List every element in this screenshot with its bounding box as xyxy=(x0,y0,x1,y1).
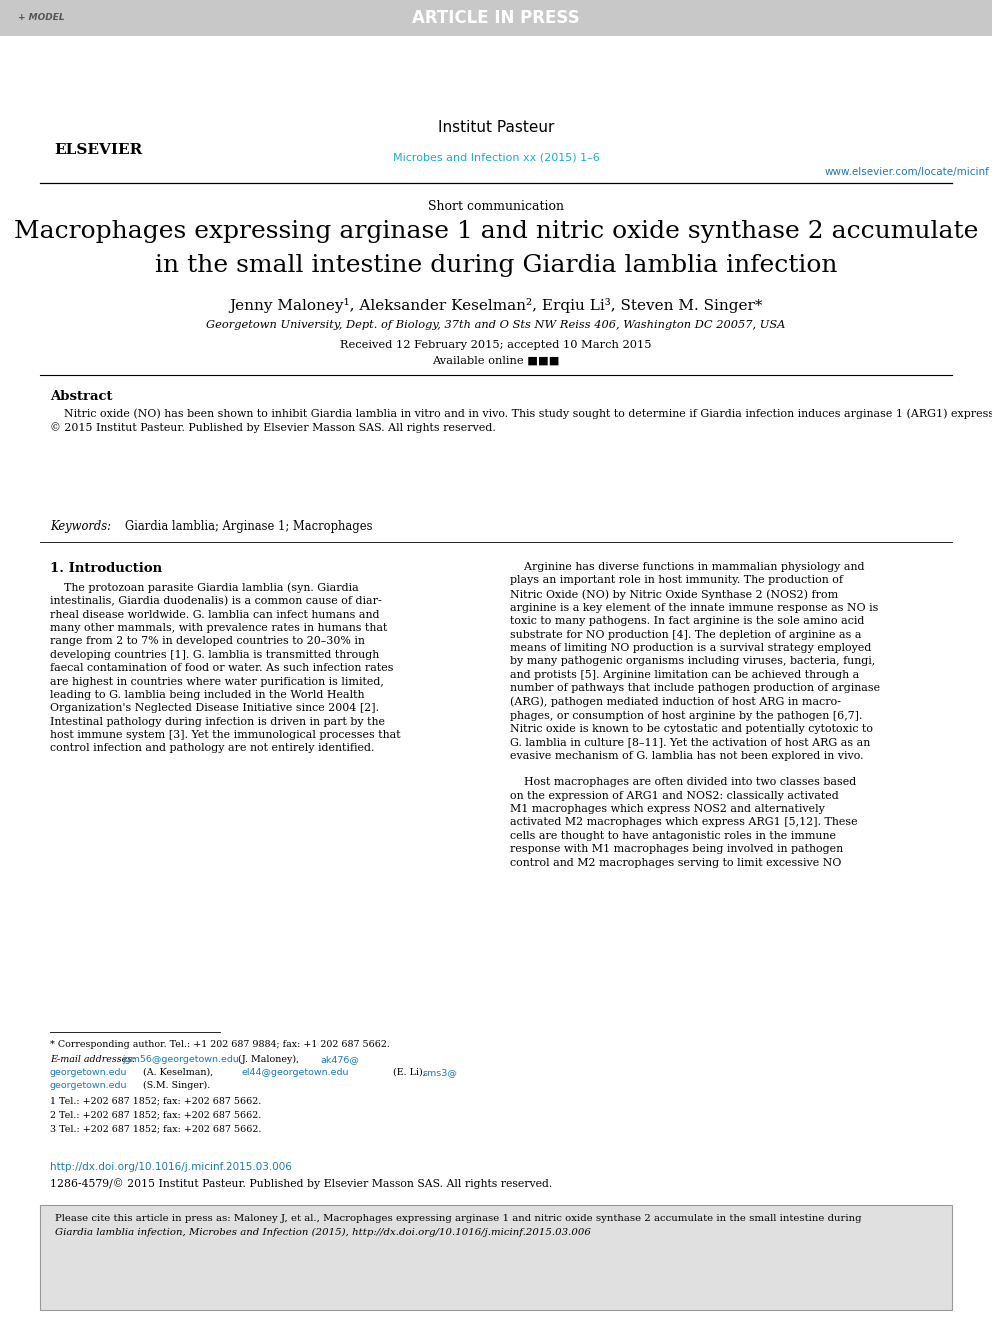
Text: Arginine has diverse functions in mammalian physiology and
plays an important ro: Arginine has diverse functions in mammal… xyxy=(510,562,880,868)
Text: Please cite this article in press as: Maloney J, et al., Macrophages expressing : Please cite this article in press as: Ma… xyxy=(55,1215,861,1222)
Text: (S.M. Singer).: (S.M. Singer). xyxy=(140,1081,210,1090)
Text: (E. Li),: (E. Li), xyxy=(390,1068,426,1077)
Text: Microbes and Infection xx (2015) 1–6: Microbes and Infection xx (2015) 1–6 xyxy=(393,153,599,163)
Text: 1 Tel.: +202 687 1852; fax: +202 687 5662.: 1 Tel.: +202 687 1852; fax: +202 687 566… xyxy=(50,1095,261,1105)
Bar xyxy=(40,1205,952,1310)
Text: E-mail addresses:: E-mail addresses: xyxy=(50,1054,135,1064)
Text: The protozoan parasite Giardia lamblia (syn. Giardia
intestinalis, Giardia duode: The protozoan parasite Giardia lamblia (… xyxy=(50,582,401,753)
Text: (J. Maloney),: (J. Maloney), xyxy=(235,1054,300,1064)
Text: jgm56@georgetown.edu: jgm56@georgetown.edu xyxy=(122,1054,239,1064)
Text: http://dx.doi.org/10.1016/j.micinf.2015.03.006: http://dx.doi.org/10.1016/j.micinf.2015.… xyxy=(50,1162,292,1172)
Text: Abstract: Abstract xyxy=(50,390,112,404)
Text: Keywords:: Keywords: xyxy=(50,520,111,533)
Text: + MODEL: + MODEL xyxy=(18,13,64,22)
Text: 1286-4579/© 2015 Institut Pasteur. Published by Elsevier Masson SAS. All rights : 1286-4579/© 2015 Institut Pasteur. Publi… xyxy=(50,1177,553,1189)
Text: el44@georgetown.edu: el44@georgetown.edu xyxy=(242,1068,349,1077)
Text: ak476@: ak476@ xyxy=(320,1054,359,1064)
Text: georgetown.edu: georgetown.edu xyxy=(50,1081,128,1090)
Text: in the small intestine during Giardia lamblia infection: in the small intestine during Giardia la… xyxy=(155,254,837,277)
Bar xyxy=(0,0,992,36)
Text: 2 Tel.: +202 687 1852; fax: +202 687 5662.: 2 Tel.: +202 687 1852; fax: +202 687 566… xyxy=(50,1110,261,1119)
Text: Macrophages expressing arginase 1 and nitric oxide synthase 2 accumulate: Macrophages expressing arginase 1 and ni… xyxy=(14,220,978,243)
Text: Short communication: Short communication xyxy=(428,200,564,213)
Text: * Corresponding author. Tel.: +1 202 687 9884; fax: +1 202 687 5662.: * Corresponding author. Tel.: +1 202 687… xyxy=(50,1040,390,1049)
Text: Jenny Maloney¹, Aleksander Keselman², Erqiu Li³, Steven M. Singer*: Jenny Maloney¹, Aleksander Keselman², Er… xyxy=(229,298,763,314)
Text: ELSEVIER: ELSEVIER xyxy=(54,143,142,157)
Text: Nitric oxide (NO) has been shown to inhibit Giardia lamblia in vitro and in vivo: Nitric oxide (NO) has been shown to inhi… xyxy=(50,407,992,433)
Text: Available online ■■■: Available online ■■■ xyxy=(433,356,559,366)
Text: Institut Pasteur: Institut Pasteur xyxy=(437,120,555,135)
Text: 3 Tel.: +202 687 1852; fax: +202 687 5662.: 3 Tel.: +202 687 1852; fax: +202 687 566… xyxy=(50,1125,261,1132)
Text: Giardia lamblia infection, Microbes and Infection (2015), http://dx.doi.org/10.1: Giardia lamblia infection, Microbes and … xyxy=(55,1228,591,1237)
Text: Georgetown University, Dept. of Biology, 37th and O Sts NW Reiss 406, Washington: Georgetown University, Dept. of Biology,… xyxy=(206,320,786,329)
Text: sms3@: sms3@ xyxy=(422,1068,457,1077)
Text: www.elsevier.com/locate/micinf: www.elsevier.com/locate/micinf xyxy=(824,167,989,177)
Text: Received 12 February 2015; accepted 10 March 2015: Received 12 February 2015; accepted 10 M… xyxy=(340,340,652,351)
Text: ARTICLE IN PRESS: ARTICLE IN PRESS xyxy=(413,9,579,26)
Text: Giardia lamblia; Arginase 1; Macrophages: Giardia lamblia; Arginase 1; Macrophages xyxy=(125,520,373,533)
Text: (A. Keselman),: (A. Keselman), xyxy=(140,1068,213,1077)
Text: 1. Introduction: 1. Introduction xyxy=(50,562,162,576)
Text: georgetown.edu: georgetown.edu xyxy=(50,1068,128,1077)
